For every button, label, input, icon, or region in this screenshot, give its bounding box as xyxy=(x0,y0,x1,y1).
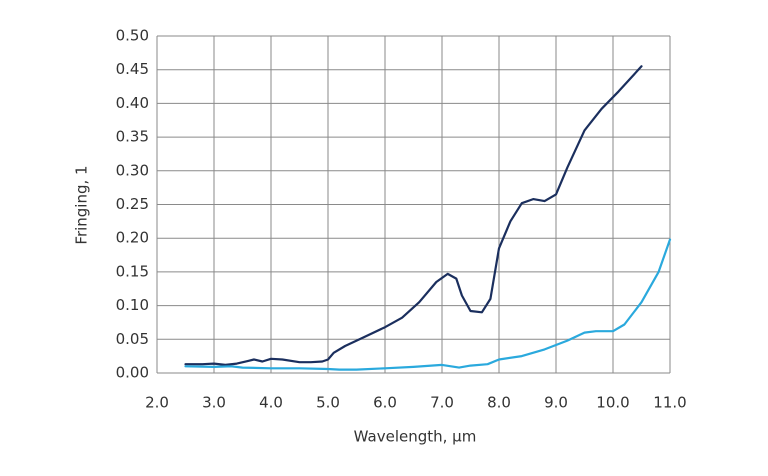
y-tick-label: 0.15 xyxy=(116,262,149,280)
x-tick-label: 4.0 xyxy=(259,394,283,412)
data-line xyxy=(184,238,672,371)
x-axis-label: Wavelength, µm xyxy=(354,428,477,446)
x-tick-label: 2.0 xyxy=(145,394,169,412)
data-line xyxy=(184,65,643,366)
x-tick-label: 10.0 xyxy=(596,394,629,412)
x-tick-label: 6.0 xyxy=(373,394,397,412)
x-tick-label: 9.0 xyxy=(544,394,568,412)
y-tick-label: 0.45 xyxy=(116,60,149,78)
y-axis-label: Fringing, 1 xyxy=(73,165,91,244)
y-tick-label: 0.50 xyxy=(116,27,149,45)
x-tick-label: 3.0 xyxy=(202,394,226,412)
x-tick-label: 11.0 xyxy=(653,394,686,412)
y-tick-label: 0.20 xyxy=(116,229,149,247)
y-tick-label: 0.40 xyxy=(116,94,149,112)
y-tick-label: 0.25 xyxy=(116,195,149,213)
y-tick-label: 0.30 xyxy=(116,161,149,179)
x-tick-label: 7.0 xyxy=(430,394,454,412)
y-tick-label: 0.35 xyxy=(116,128,149,146)
y-tick-label: 0.00 xyxy=(116,364,149,382)
x-tick-label: 5.0 xyxy=(316,394,340,412)
y-tick-label: 0.05 xyxy=(116,330,149,348)
y-tick-label: 0.10 xyxy=(116,296,149,314)
x-tick-label: 8.0 xyxy=(487,394,511,412)
